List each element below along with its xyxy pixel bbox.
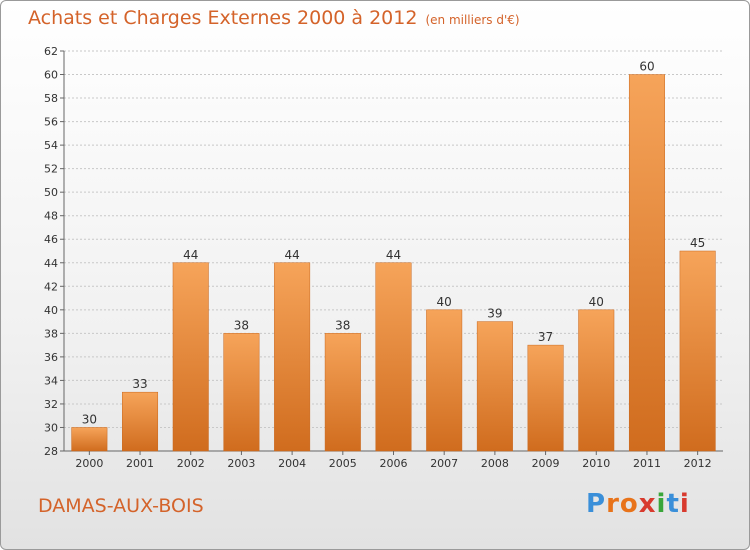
logo-letter: P	[586, 489, 607, 519]
x-tick-label: 2007	[430, 457, 458, 470]
bar-value-label: 33	[132, 377, 147, 391]
y-tick-label: 50	[44, 186, 58, 199]
y-tick-label: 32	[44, 398, 58, 411]
x-tick-label: 2001	[126, 457, 154, 470]
y-tick-label: 62	[44, 45, 58, 58]
bar	[527, 344, 564, 452]
bar	[628, 74, 665, 452]
town-name: DAMAS-AUX-BOIS	[38, 495, 204, 517]
y-tick-label: 60	[44, 69, 58, 82]
x-tick-label: 2012	[684, 457, 712, 470]
y-tick-label: 40	[44, 304, 58, 317]
bar	[679, 250, 716, 452]
x-tick-label: 2005	[329, 457, 357, 470]
logo-letter: i	[656, 489, 667, 519]
bar-value-label: 38	[234, 318, 249, 332]
y-tick-label: 30	[44, 421, 58, 434]
y-tick-label: 36	[44, 351, 58, 364]
y-tick-label: 48	[44, 210, 58, 223]
bar-value-label: 60	[639, 60, 654, 74]
logo-letter: x	[638, 489, 657, 519]
x-tick-label: 2006	[380, 457, 408, 470]
y-tick-label: 28	[44, 445, 58, 458]
bar-value-label: 44	[183, 248, 198, 262]
x-tick-label: 2000	[75, 457, 103, 470]
y-tick-label: 38	[44, 327, 58, 340]
bar-value-label: 39	[487, 307, 502, 321]
bar-value-label: 40	[589, 295, 604, 309]
y-tick-label: 52	[44, 163, 58, 176]
chart-title-text: Achats et Charges Externes 2000 à 2012	[28, 7, 418, 29]
bar	[375, 262, 412, 452]
y-tick-label: 44	[44, 257, 58, 270]
bar	[426, 309, 463, 452]
bar	[172, 262, 209, 452]
bar	[274, 262, 311, 452]
x-tick-label: 2008	[481, 457, 509, 470]
bar	[324, 333, 361, 452]
chart-subtitle: (en milliers d'€)	[425, 13, 520, 27]
logo-letter: r	[606, 489, 620, 519]
bar	[122, 391, 159, 452]
bar	[476, 321, 513, 452]
y-tick-label: 46	[44, 233, 58, 246]
bar-value-label: 44	[386, 248, 401, 262]
y-tick-label: 42	[44, 280, 58, 293]
chart-title: Achats et Charges Externes 2000 à 2012 (e…	[28, 7, 520, 29]
bar-value-label: 45	[690, 236, 705, 250]
bar-value-label: 30	[82, 412, 97, 426]
logo-letter: i	[679, 489, 690, 519]
logo-letter: t	[666, 489, 680, 519]
x-tick-label: 2003	[227, 457, 255, 470]
y-tick-label: 34	[44, 374, 58, 387]
y-tick-label: 58	[44, 92, 58, 105]
bar	[71, 427, 108, 452]
bar-value-label: 38	[335, 318, 350, 332]
x-tick-label: 2011	[633, 457, 661, 470]
bar-value-label: 44	[284, 248, 299, 262]
bar	[223, 333, 260, 452]
logo-letter: o	[619, 489, 639, 519]
proxiti-logo: Proxiti	[586, 489, 690, 519]
x-tick-label: 2010	[582, 457, 610, 470]
x-tick-label: 2009	[532, 457, 560, 470]
y-tick-label: 56	[44, 116, 58, 129]
x-tick-label: 2002	[177, 457, 205, 470]
bar-value-label: 37	[538, 330, 553, 344]
x-tick-label: 2004	[278, 457, 306, 470]
y-tick-label: 54	[44, 139, 58, 152]
bar-value-label: 40	[437, 295, 452, 309]
bar	[578, 309, 615, 452]
